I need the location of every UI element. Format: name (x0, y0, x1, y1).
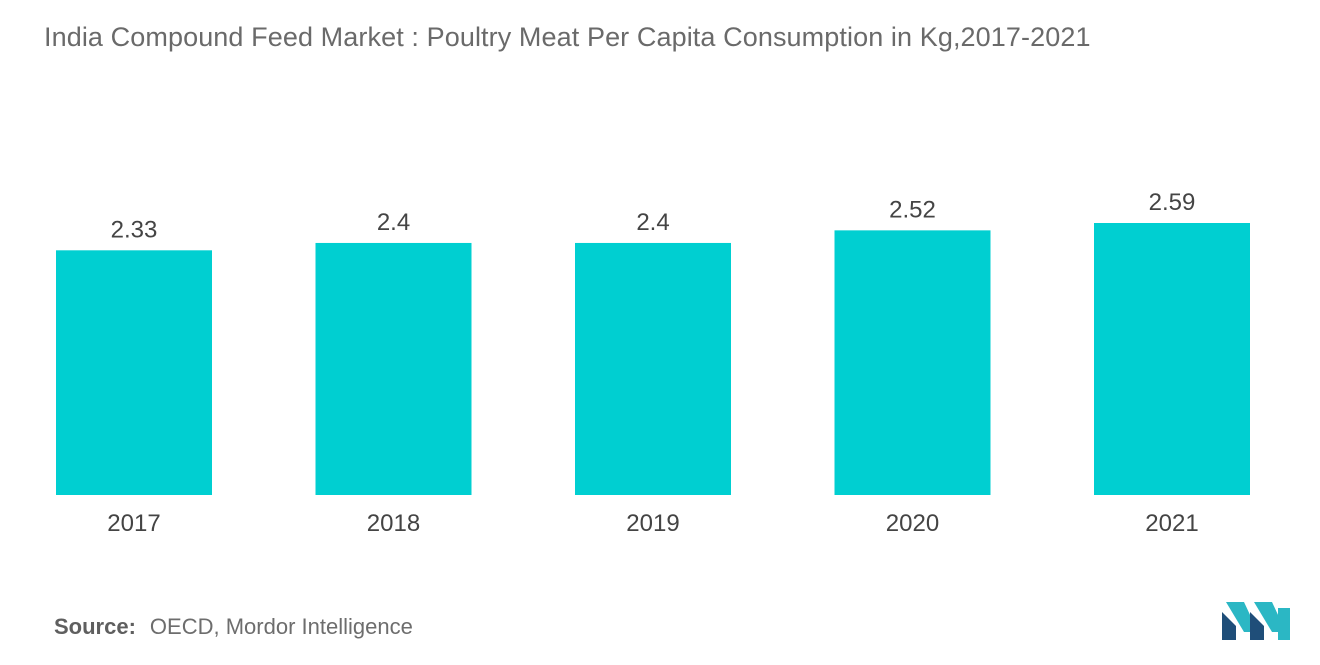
bar-2021 (1094, 223, 1250, 495)
x-tick-label-2018: 2018 (367, 510, 420, 537)
mordor-logo-icon (1222, 602, 1290, 640)
x-tick-label-2020: 2020 (886, 510, 939, 537)
source-line: Source: OECD, Mordor Intelligence (54, 614, 413, 640)
bar-2017 (56, 250, 212, 495)
bar-2019 (575, 242, 731, 495)
data-label-2020: 2.52 (889, 196, 936, 223)
bar-2020 (834, 230, 991, 495)
data-label-2021: 2.59 (1149, 189, 1196, 216)
data-label-2018: 2.4 (377, 209, 410, 236)
chart-title: India Compound Feed Market : Poultry Mea… (44, 22, 1091, 52)
bar-2018 (315, 242, 472, 495)
x-tick-label-2021: 2021 (1145, 510, 1198, 537)
x-tick-label-2017: 2017 (107, 510, 160, 537)
source-text: OECD, Mordor Intelligence (149, 614, 413, 639)
data-label-2019: 2.4 (636, 209, 669, 236)
data-label-2017: 2.33 (111, 216, 158, 243)
bar-chart: 2.33 2017 2.4 2018 2.4 2019 2.52 2020 2.59 2021 (56, 189, 1250, 537)
source-label: Source: (54, 614, 136, 639)
x-tick-label-2019: 2019 (626, 510, 679, 537)
